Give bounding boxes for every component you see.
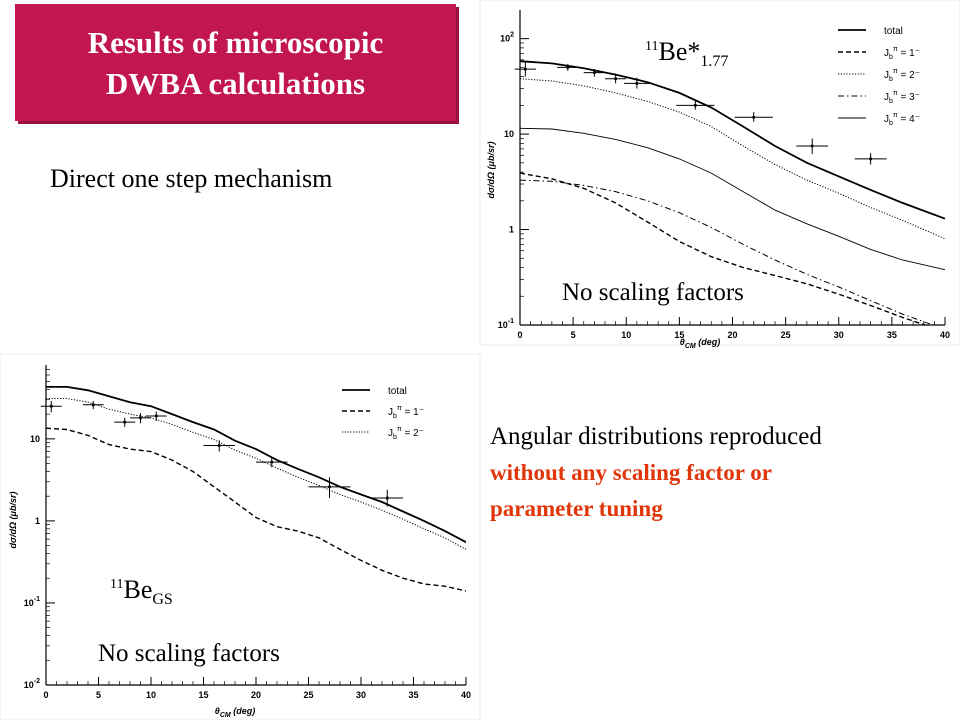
- y-tick-label: 10-1: [24, 596, 40, 608]
- data-point: [854, 153, 887, 165]
- point-marker: [614, 77, 617, 81]
- data-point: [371, 489, 403, 507]
- data-point: [203, 440, 235, 452]
- no-scaling-note: No scaling factors: [562, 279, 744, 306]
- data-point: [514, 62, 536, 77]
- x-tick-label: 40: [461, 690, 471, 700]
- x-tick-label: 30: [834, 330, 844, 340]
- data-point: [114, 417, 136, 427]
- x-tick-label: 35: [408, 690, 418, 700]
- y-axis-label: dσ/dΩ (μb/sr): [8, 492, 18, 549]
- data-point: [82, 400, 104, 410]
- no-scaling-note: No scaling factors: [98, 640, 280, 667]
- point-marker: [154, 414, 158, 418]
- data-point: [130, 413, 151, 424]
- conclusion-line-1: Angular distributions reproduced: [490, 423, 822, 450]
- data-point: [583, 69, 605, 77]
- data-point: [796, 138, 829, 154]
- legend-label: Jbπ = 4⁻: [884, 112, 920, 127]
- legend-label: Jbπ = 3⁻: [884, 90, 920, 105]
- data-point: [676, 99, 715, 110]
- legend-label: total: [388, 386, 407, 397]
- x-tick-label: 20: [251, 690, 261, 700]
- x-tick-label: 40: [940, 330, 950, 340]
- x-tick-label: 0: [517, 330, 522, 340]
- plot-frame: [479, 0, 960, 346]
- legend-label: total: [884, 26, 903, 37]
- x-tick-label: 0: [43, 690, 48, 700]
- series-solid-thin: [520, 127, 945, 271]
- series-solid-thick: [520, 60, 945, 220]
- point-marker: [385, 496, 389, 500]
- data-point: [308, 477, 351, 499]
- y-tick-label: 10: [30, 434, 40, 444]
- data-point: [557, 64, 579, 71]
- series-dashed: [46, 427, 466, 592]
- x-tick-label: 10: [621, 330, 631, 340]
- point-marker: [123, 420, 127, 424]
- y-tick-label: 10-1: [498, 318, 514, 330]
- point-marker: [328, 485, 331, 489]
- point-marker: [694, 104, 697, 107]
- x-tick-label: 25: [303, 690, 313, 700]
- data-point: [145, 411, 167, 422]
- series-solid-thick: [46, 386, 466, 543]
- point-marker: [752, 115, 756, 119]
- legend-label: Jbπ = 2⁻: [884, 68, 920, 83]
- point-marker: [524, 67, 527, 71]
- mechanism-text: Direct one step mechanism: [50, 164, 333, 193]
- x-tick-label: 10: [146, 690, 156, 700]
- x-tick-label: 5: [96, 690, 101, 700]
- x-axis-label: θCM (deg): [680, 337, 720, 350]
- conclusion-line-2: without any scaling factor or: [490, 460, 772, 485]
- y-tick-label: 1: [35, 516, 40, 526]
- chart-be-ground: 0 5 10 15 20 25 30 35 40 10-2 10-1 1 10 dσ/dΩ (μb/sr)…: [0, 353, 481, 720]
- point-marker: [635, 82, 639, 85]
- point-marker: [593, 71, 596, 74]
- point-marker: [810, 144, 814, 148]
- point-marker: [566, 66, 570, 69]
- data-point: [256, 457, 288, 468]
- series-dashdot: [520, 179, 935, 325]
- legend-label: Jbπ = 1⁻: [388, 405, 424, 420]
- x-tick-label: 15: [198, 690, 208, 700]
- x-tick-label: 25: [781, 330, 791, 340]
- data-point: [605, 73, 627, 84]
- data-point: [734, 112, 773, 122]
- y-tick-label: 10: [504, 129, 514, 139]
- point-marker: [869, 157, 872, 161]
- state-label: 11BeGS: [110, 575, 173, 608]
- slide-title: Results of microscopic DWBA calculations: [15, 4, 456, 121]
- conclusion-line-3: parameter tuning: [490, 496, 663, 521]
- y-tick-label: 1: [509, 225, 514, 235]
- point-marker: [49, 404, 53, 408]
- point-marker: [270, 460, 274, 464]
- conclusion-text: Angular distributions reproduced without…: [490, 419, 950, 527]
- legend-label: Jbπ = 2⁻: [388, 426, 424, 441]
- y-tick-label: 10-2: [24, 678, 40, 690]
- series-dashed: [520, 172, 928, 325]
- data-point: [624, 77, 650, 89]
- plot-frame: [0, 353, 481, 720]
- state-label: 11Be*1.77: [645, 37, 728, 70]
- x-tick-label: 15: [674, 330, 684, 340]
- title-line-2: DWBA calculations: [105, 66, 366, 101]
- x-tick-label: 5: [571, 330, 576, 340]
- y-axis-label: dσ/dΩ (μb/sr): [486, 142, 496, 199]
- x-tick-label: 30: [356, 690, 366, 700]
- legend-label: Jbπ = 1⁻: [884, 46, 920, 61]
- point-marker: [91, 403, 95, 407]
- data-point: [40, 400, 62, 413]
- y-tick-label: 102: [500, 32, 514, 44]
- x-tick-label: 35: [887, 330, 897, 340]
- title-line-1: Results of microscopic: [87, 25, 384, 60]
- x-tick-label: 20: [727, 330, 737, 340]
- point-marker: [139, 416, 142, 420]
- x-axis-label: θCM (deg): [215, 706, 255, 719]
- point-marker: [217, 444, 221, 447]
- chart-be-excited: 0 5 10 15 20 25 30 35 40 10-1 1 10 102 dσ/dΩ (μb/sr) θ…: [479, 0, 960, 350]
